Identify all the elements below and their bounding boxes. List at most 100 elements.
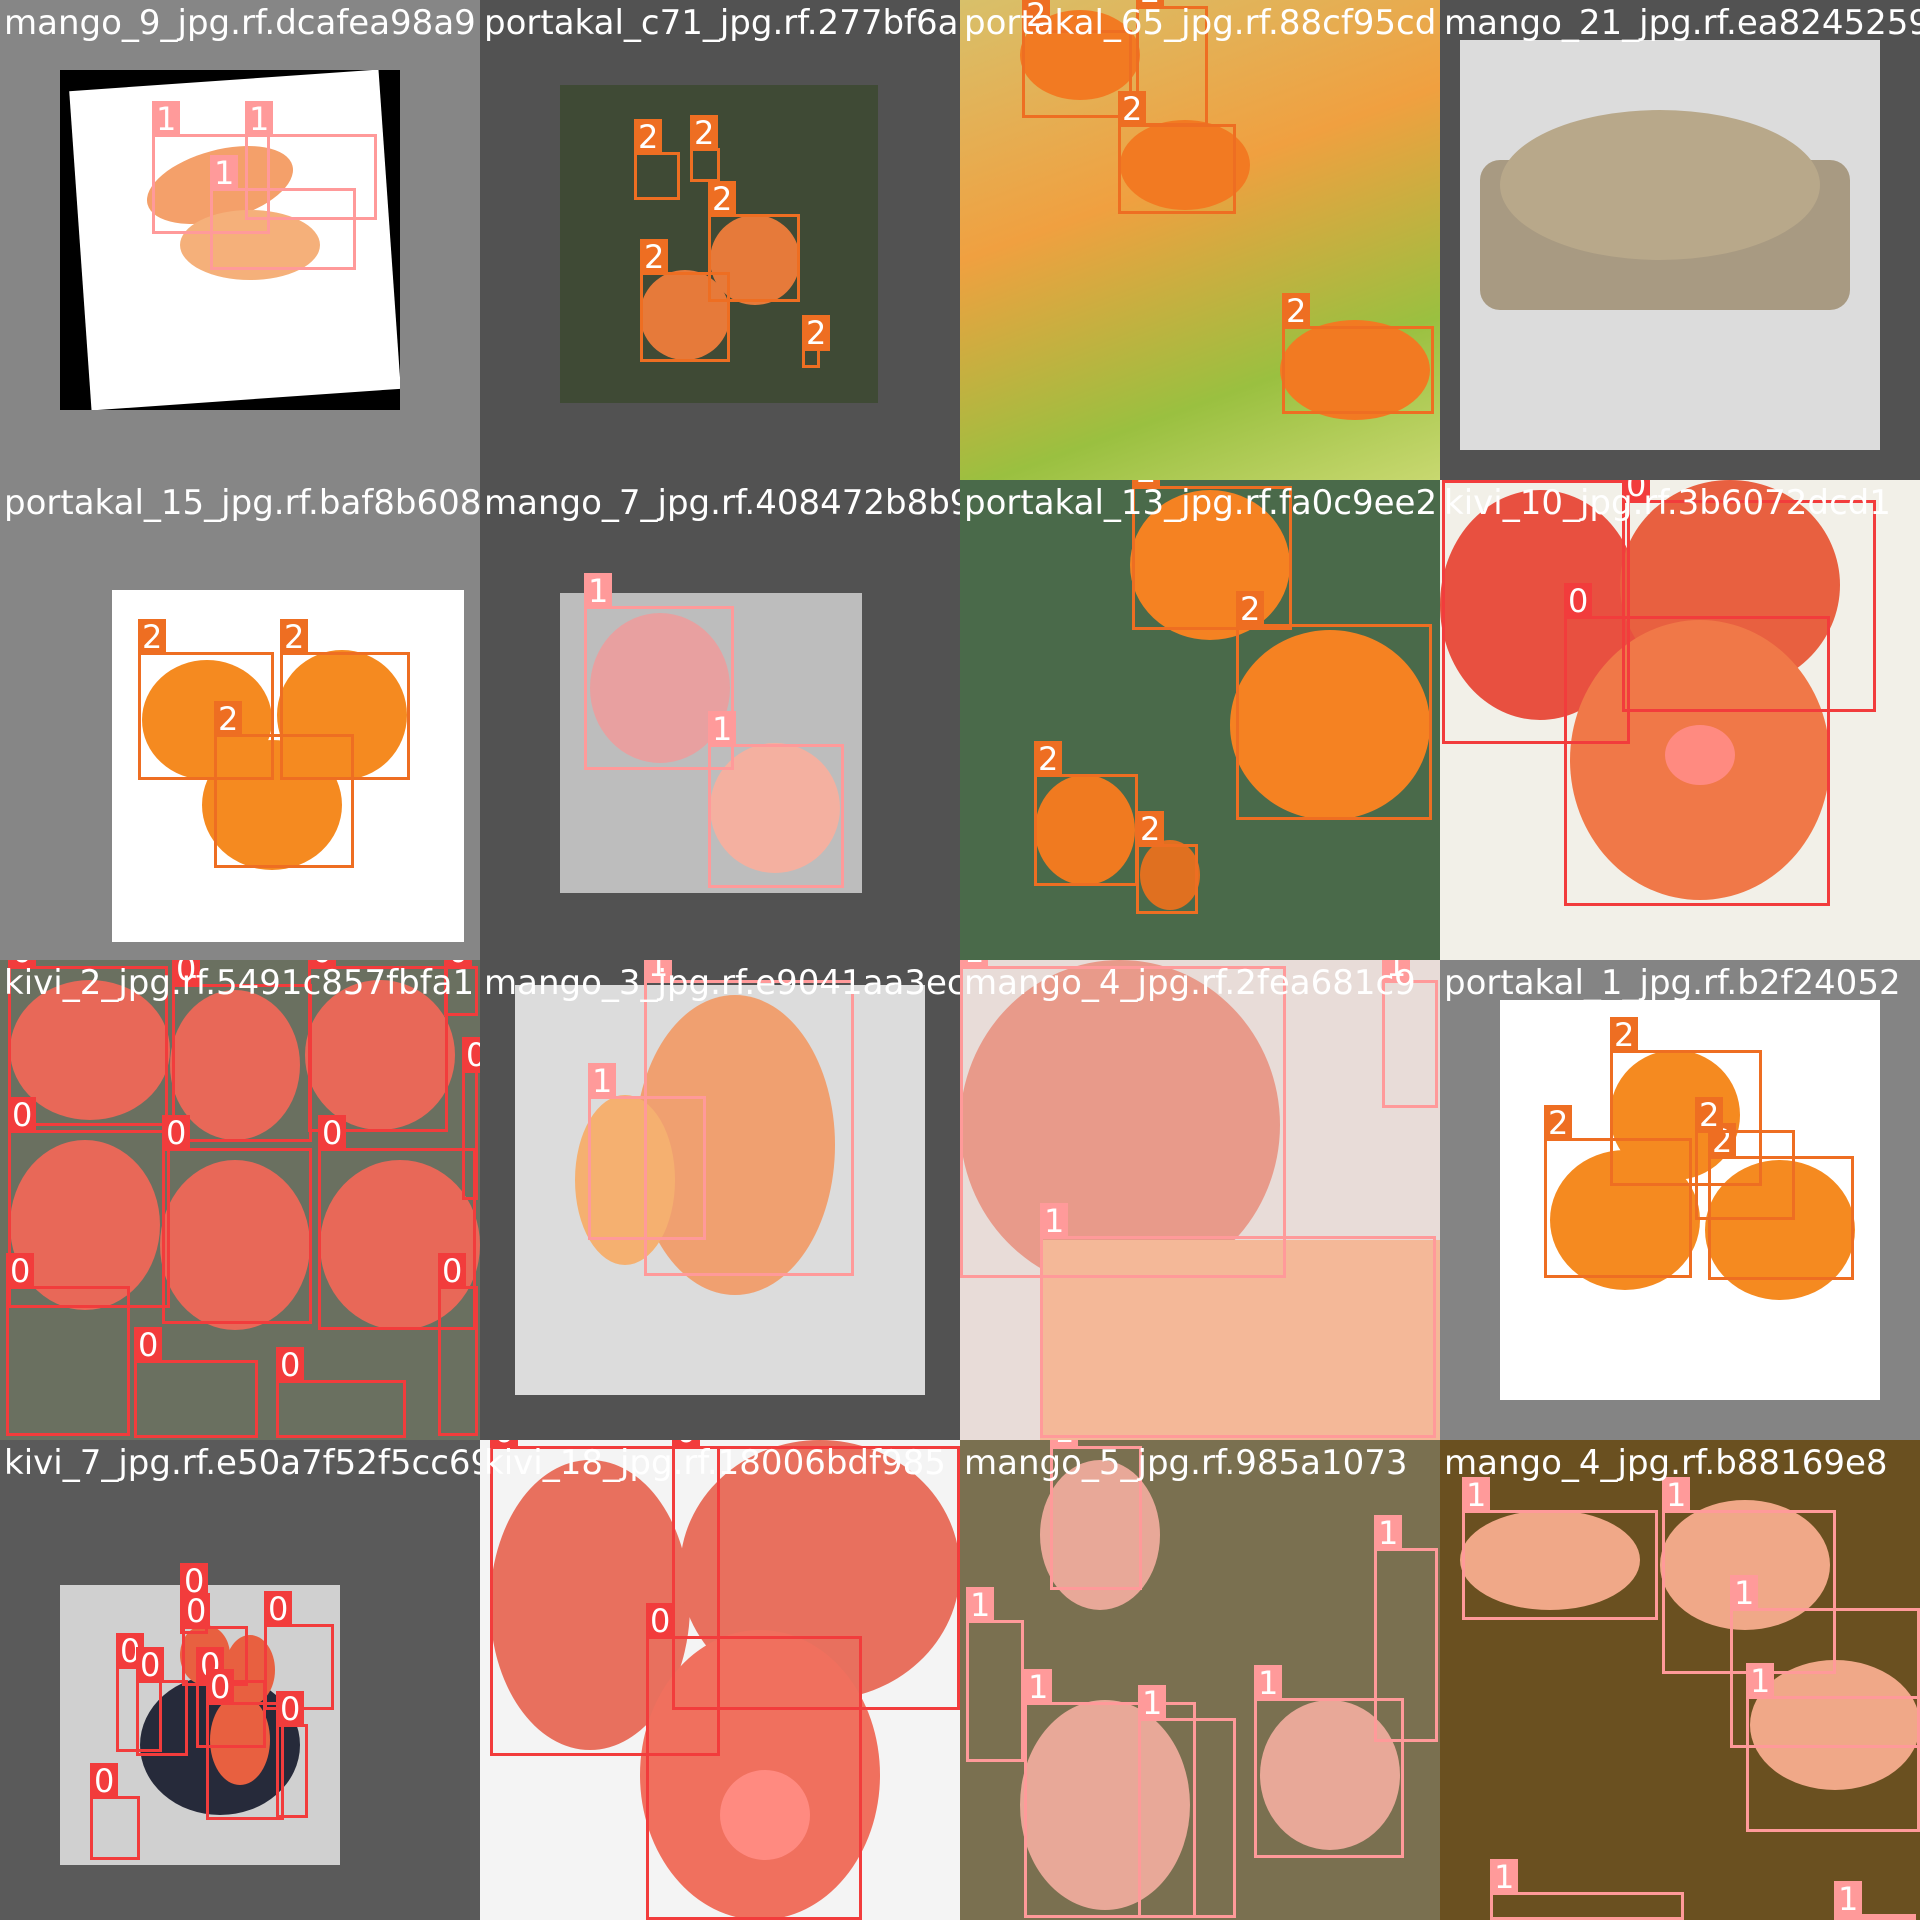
tile-12: 2 2 2 2 portakal_1_jpg.rf.b2f24052 bbox=[1440, 960, 1920, 1440]
box-class-2: 2 bbox=[1610, 1017, 1762, 1186]
class-label: 0 bbox=[172, 960, 201, 987]
box-class-1: 1 bbox=[1730, 1575, 1920, 1748]
class-label: 1 bbox=[245, 101, 274, 137]
class-label: 2 bbox=[690, 115, 719, 151]
class-label: 1 bbox=[960, 960, 989, 969]
class-label: 2 bbox=[1610, 1017, 1639, 1053]
tile-13: 0 0 0 0 0 0 0 0 0 kivi_7_jpg.rf.e50a7f52… bbox=[0, 1440, 480, 1920]
box-class-1: 1 bbox=[1490, 1859, 1684, 1920]
box-class-2: 2 bbox=[1136, 811, 1198, 914]
photo bbox=[1460, 40, 1880, 450]
box-class-2: 2 bbox=[1236, 591, 1432, 820]
photo bbox=[515, 985, 925, 1395]
class-label: 1 bbox=[1834, 1881, 1863, 1917]
tile-15: 1 1 1 1 1 1 mango_5_jpg.rf.985a1073 bbox=[960, 1440, 1440, 1920]
class-label: 1 bbox=[1382, 960, 1411, 983]
box-class-2: 2 bbox=[1544, 1105, 1692, 1278]
tile-3: 2 2 2 2 portakal_65_jpg.rf.88cf95cd bbox=[960, 0, 1440, 480]
box-class-0: 0 bbox=[264, 1591, 334, 1710]
class-label: 0 bbox=[438, 1253, 467, 1289]
box-class-1: 1 bbox=[1382, 960, 1438, 1108]
box-class-1: 1 bbox=[1834, 1881, 1916, 1920]
box-class-0: 0 bbox=[646, 1603, 862, 1920]
tile-1: 1 1 1 mango_9_jpg.rf.dcafea98a9 bbox=[0, 0, 480, 480]
tile-filename: mango_4_jpg.rf.b88169e8 bbox=[1444, 1443, 1888, 1483]
class-label: 0 bbox=[672, 1440, 701, 1449]
tile-4: mango_21_jpg.rf.ea8245259 bbox=[1440, 0, 1920, 480]
class-label: 0 bbox=[136, 1647, 165, 1683]
tile-14: 0 0 0 kivi_18_jpg.rf.18006bdf985 bbox=[480, 1440, 960, 1920]
tile-filename: portakal_1_jpg.rf.b2f24052 bbox=[1444, 963, 1901, 1003]
box-class-0: 0 bbox=[136, 1647, 188, 1756]
box-class-0: 0 bbox=[1622, 480, 1876, 712]
box-class-0: 0 bbox=[276, 1691, 308, 1818]
class-label: 1 bbox=[966, 1587, 995, 1623]
class-label: 1 bbox=[644, 960, 673, 983]
class-label: 0 bbox=[318, 1115, 347, 1151]
class-label: 2 bbox=[802, 315, 831, 351]
tile-10: 1 1 mango_3_jpg.rf.e9041aa3ec bbox=[480, 960, 960, 1440]
box-class-1: 1 bbox=[960, 960, 1286, 1278]
box-class-2: 2 bbox=[280, 619, 410, 780]
class-label: 2 bbox=[708, 181, 737, 217]
box-class-2: 2 bbox=[1695, 1097, 1795, 1220]
tile-filename: portakal_65_jpg.rf.88cf95cd bbox=[964, 3, 1437, 43]
box-class-1: 1 bbox=[966, 1587, 1024, 1762]
class-label: 1 bbox=[1462, 1477, 1491, 1513]
box-class-2: 2 bbox=[214, 701, 354, 868]
box-class-2: 2 bbox=[634, 119, 680, 200]
class-label: 1 bbox=[1040, 1203, 1069, 1239]
class-label: 0 bbox=[206, 1669, 235, 1705]
box-class-0: 0 bbox=[308, 960, 448, 1132]
class-label: 2 bbox=[640, 239, 669, 275]
class-label: 2 bbox=[1544, 1105, 1573, 1141]
box-class-2: 2 bbox=[1022, 0, 1132, 118]
box-class-0: 0 bbox=[318, 1115, 476, 1330]
box-class-0: 0 bbox=[438, 1253, 478, 1436]
tile-2: 2 2 2 2 2 portakal_c71_jpg.rf.277bf6a7 bbox=[480, 0, 960, 480]
class-label: 2 bbox=[1282, 293, 1311, 329]
box-class-1: 1 bbox=[1050, 1440, 1142, 1590]
class-label: 1 bbox=[588, 1063, 617, 1099]
box-class-0: 0 bbox=[1564, 583, 1830, 906]
box-class-1: 1 bbox=[1254, 1665, 1404, 1858]
class-label: 1 bbox=[1374, 1515, 1403, 1551]
box-class-0: 0 bbox=[182, 1593, 248, 1686]
class-label: 2 bbox=[1022, 0, 1051, 33]
box-class-1: 1 bbox=[1040, 1203, 1436, 1438]
photo bbox=[60, 70, 400, 410]
class-label: 2 bbox=[280, 619, 309, 655]
photo bbox=[560, 85, 878, 403]
class-label: 1 bbox=[1746, 1663, 1775, 1699]
class-label: 2 bbox=[138, 619, 167, 655]
class-label: 0 bbox=[462, 1037, 480, 1073]
box-class-1: 1 bbox=[1024, 1669, 1196, 1918]
box-class-0: 0 bbox=[490, 1440, 720, 1756]
tile-8: 0 0 0 kivi_10_jpg.rf.3b6072dcd1 bbox=[1440, 480, 1920, 960]
tile-filename: mango_21_jpg.rf.ea8245259 bbox=[1444, 3, 1920, 43]
class-label: 2 bbox=[1695, 1097, 1724, 1133]
box-class-1: 1 bbox=[1374, 1515, 1438, 1742]
class-label: 2 bbox=[1136, 811, 1165, 847]
tile-filename: mango_7_jpg.rf.408472b8b9 bbox=[484, 483, 960, 523]
box-class-1: 1 bbox=[584, 573, 734, 770]
box-class-1: 1 bbox=[708, 711, 844, 888]
class-label: 0 bbox=[8, 960, 37, 969]
tile-filename: kivi_18_jpg.rf.18006bdf985 bbox=[484, 1443, 946, 1483]
class-label: 0 bbox=[276, 1691, 305, 1727]
tile-5: 2 2 2 portakal_15_jpg.rf.baf8b608 bbox=[0, 480, 480, 960]
tile-9: 0 0 0 0 0 0 0 0 0 0 0 0 kivi_2_jpg.rf.54… bbox=[0, 960, 480, 1440]
photo bbox=[560, 593, 862, 893]
class-label: 2 bbox=[634, 119, 663, 155]
class-label: 0 bbox=[646, 1603, 675, 1639]
class-label: 0 bbox=[308, 960, 337, 969]
class-label: 0 bbox=[90, 1763, 119, 1799]
class-label: 0 bbox=[6, 1253, 35, 1289]
tile-filename: kivi_7_jpg.rf.e50a7f52f5cc69 bbox=[4, 1443, 480, 1483]
tile-16: 1 1 1 1 1 1 mango_4_jpg.rf.b88169e8 bbox=[1440, 1440, 1920, 1920]
box-class-0: 0 bbox=[444, 960, 478, 1016]
class-label: 0 bbox=[8, 1097, 37, 1133]
class-label: 1 bbox=[210, 155, 239, 191]
class-label: 0 bbox=[444, 960, 473, 969]
